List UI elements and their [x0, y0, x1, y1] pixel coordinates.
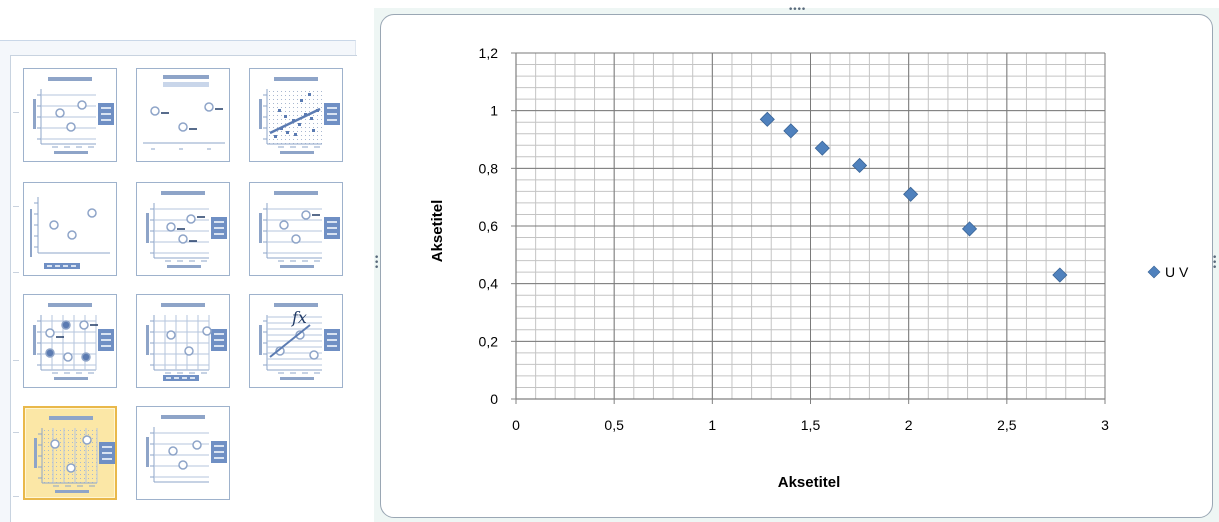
chart-layout-thumbnail-icon [143, 75, 225, 150]
chart-layout-thumbnail-icon [259, 77, 340, 154]
gallery-edge-tick [13, 360, 19, 361]
chart-layout-thumbnail-icon [30, 197, 110, 269]
y-axis-title[interactable]: Aksetitel [429, 200, 446, 263]
gallery-edge-tick [13, 272, 19, 273]
x-tick-label: 1 [708, 417, 716, 433]
chart-layout-thumbnail-icon [259, 191, 340, 268]
gallery-edge-tick [13, 432, 19, 433]
y-tick-label: 0,4 [479, 276, 499, 292]
data-point-diamond [814, 140, 830, 156]
chart-layout-option-1[interactable] [23, 68, 117, 162]
y-tick-label: 0,2 [479, 333, 499, 349]
chart-layout-thumbnail-icon [146, 415, 227, 483]
chart-layout-option-5[interactable] [136, 182, 230, 276]
chart-layout-option-4[interactable] [23, 182, 117, 276]
x-axis-title[interactable]: Aksetitel [778, 474, 841, 491]
chart-layout-option-2[interactable] [136, 68, 230, 162]
chart-layout-option-3[interactable] [249, 68, 343, 162]
chart-layout-thumbnail-icon [33, 77, 114, 154]
y-tick-label: 1,2 [479, 45, 499, 61]
chart-layout-thumbnail-icon [34, 416, 115, 493]
data-point-diamond [759, 111, 775, 127]
series-markers [759, 111, 1068, 283]
chart-layout-option-6[interactable] [249, 182, 343, 276]
y-tick-label: 0 [490, 391, 498, 407]
data-point-diamond [783, 123, 799, 139]
chart-layout-gallery-grid: fx [10, 55, 357, 522]
chart-layout-option-9[interactable]: fx [249, 294, 343, 388]
x-tick-label: 3 [1101, 417, 1109, 433]
y-tick-label: 1 [490, 103, 498, 119]
legend-marker-icon [1147, 265, 1161, 279]
data-point-diamond [852, 157, 868, 174]
x-tick-label: 0 [512, 417, 520, 433]
chart-layout-thumbnail-icon: fx [259, 303, 340, 380]
chart-layout-option-10[interactable] [23, 406, 117, 500]
x-tick-label: 0,5 [604, 417, 624, 433]
chart-layout-thumbnail-icon [146, 303, 227, 381]
x-tick-label: 2 [905, 417, 913, 433]
chart-layout-gallery: fx [0, 40, 357, 522]
y-tick-label: 0,8 [479, 160, 499, 176]
data-point-diamond [1052, 267, 1068, 283]
data-point-diamond [961, 221, 978, 237]
y-tick-label: 0,6 [479, 218, 499, 234]
legend[interactable]: U V [1147, 264, 1189, 280]
x-tick-label: 1,5 [801, 417, 821, 433]
gallery-edge-tick [13, 496, 19, 497]
y-axis-tick-labels: 0 0,2 0,4 0,6 0,8 1 1,2 [479, 45, 499, 407]
chart-area[interactable]: •••• •••• ••• ••• 00,511,522,53 00,20,40… [374, 5, 1219, 522]
x-tick-label: 2,5 [997, 417, 1017, 433]
data-point-diamond [903, 186, 919, 202]
gallery-edge-tick [13, 206, 19, 207]
chart-frame[interactable]: 0 0,5 1 1,5 2 2,5 3 0 0,2 0,4 0,6 0,8 1 1,2 Aksetite… [380, 14, 1213, 518]
axes [511, 52, 1106, 404]
resize-handle-top[interactable]: •••• [788, 5, 806, 15]
resize-handle-left[interactable]: • • • [374, 253, 379, 273]
svg-text:fx: fx [291, 308, 307, 327]
chart-layout-option-11[interactable] [136, 406, 230, 500]
resize-handle-right[interactable]: • • • [1212, 253, 1217, 273]
chart-layout-option-8[interactable] [136, 294, 230, 388]
chart-layout-thumbnail-icon [33, 303, 114, 380]
legend-entry-label: U V [1165, 264, 1189, 280]
chart-layout-option-7[interactable] [23, 294, 117, 388]
chart-layout-thumbnail-icon [146, 191, 227, 268]
gallery-edge-tick [13, 112, 19, 113]
x-axis-tick-labels: 0 0,5 1 1,5 2 2,5 3 [512, 417, 1109, 433]
scatter-chart: 0 0,5 1 1,5 2 2,5 3 0 0,2 0,4 0,6 0,8 1 1,2 Aksetite… [429, 45, 1189, 491]
